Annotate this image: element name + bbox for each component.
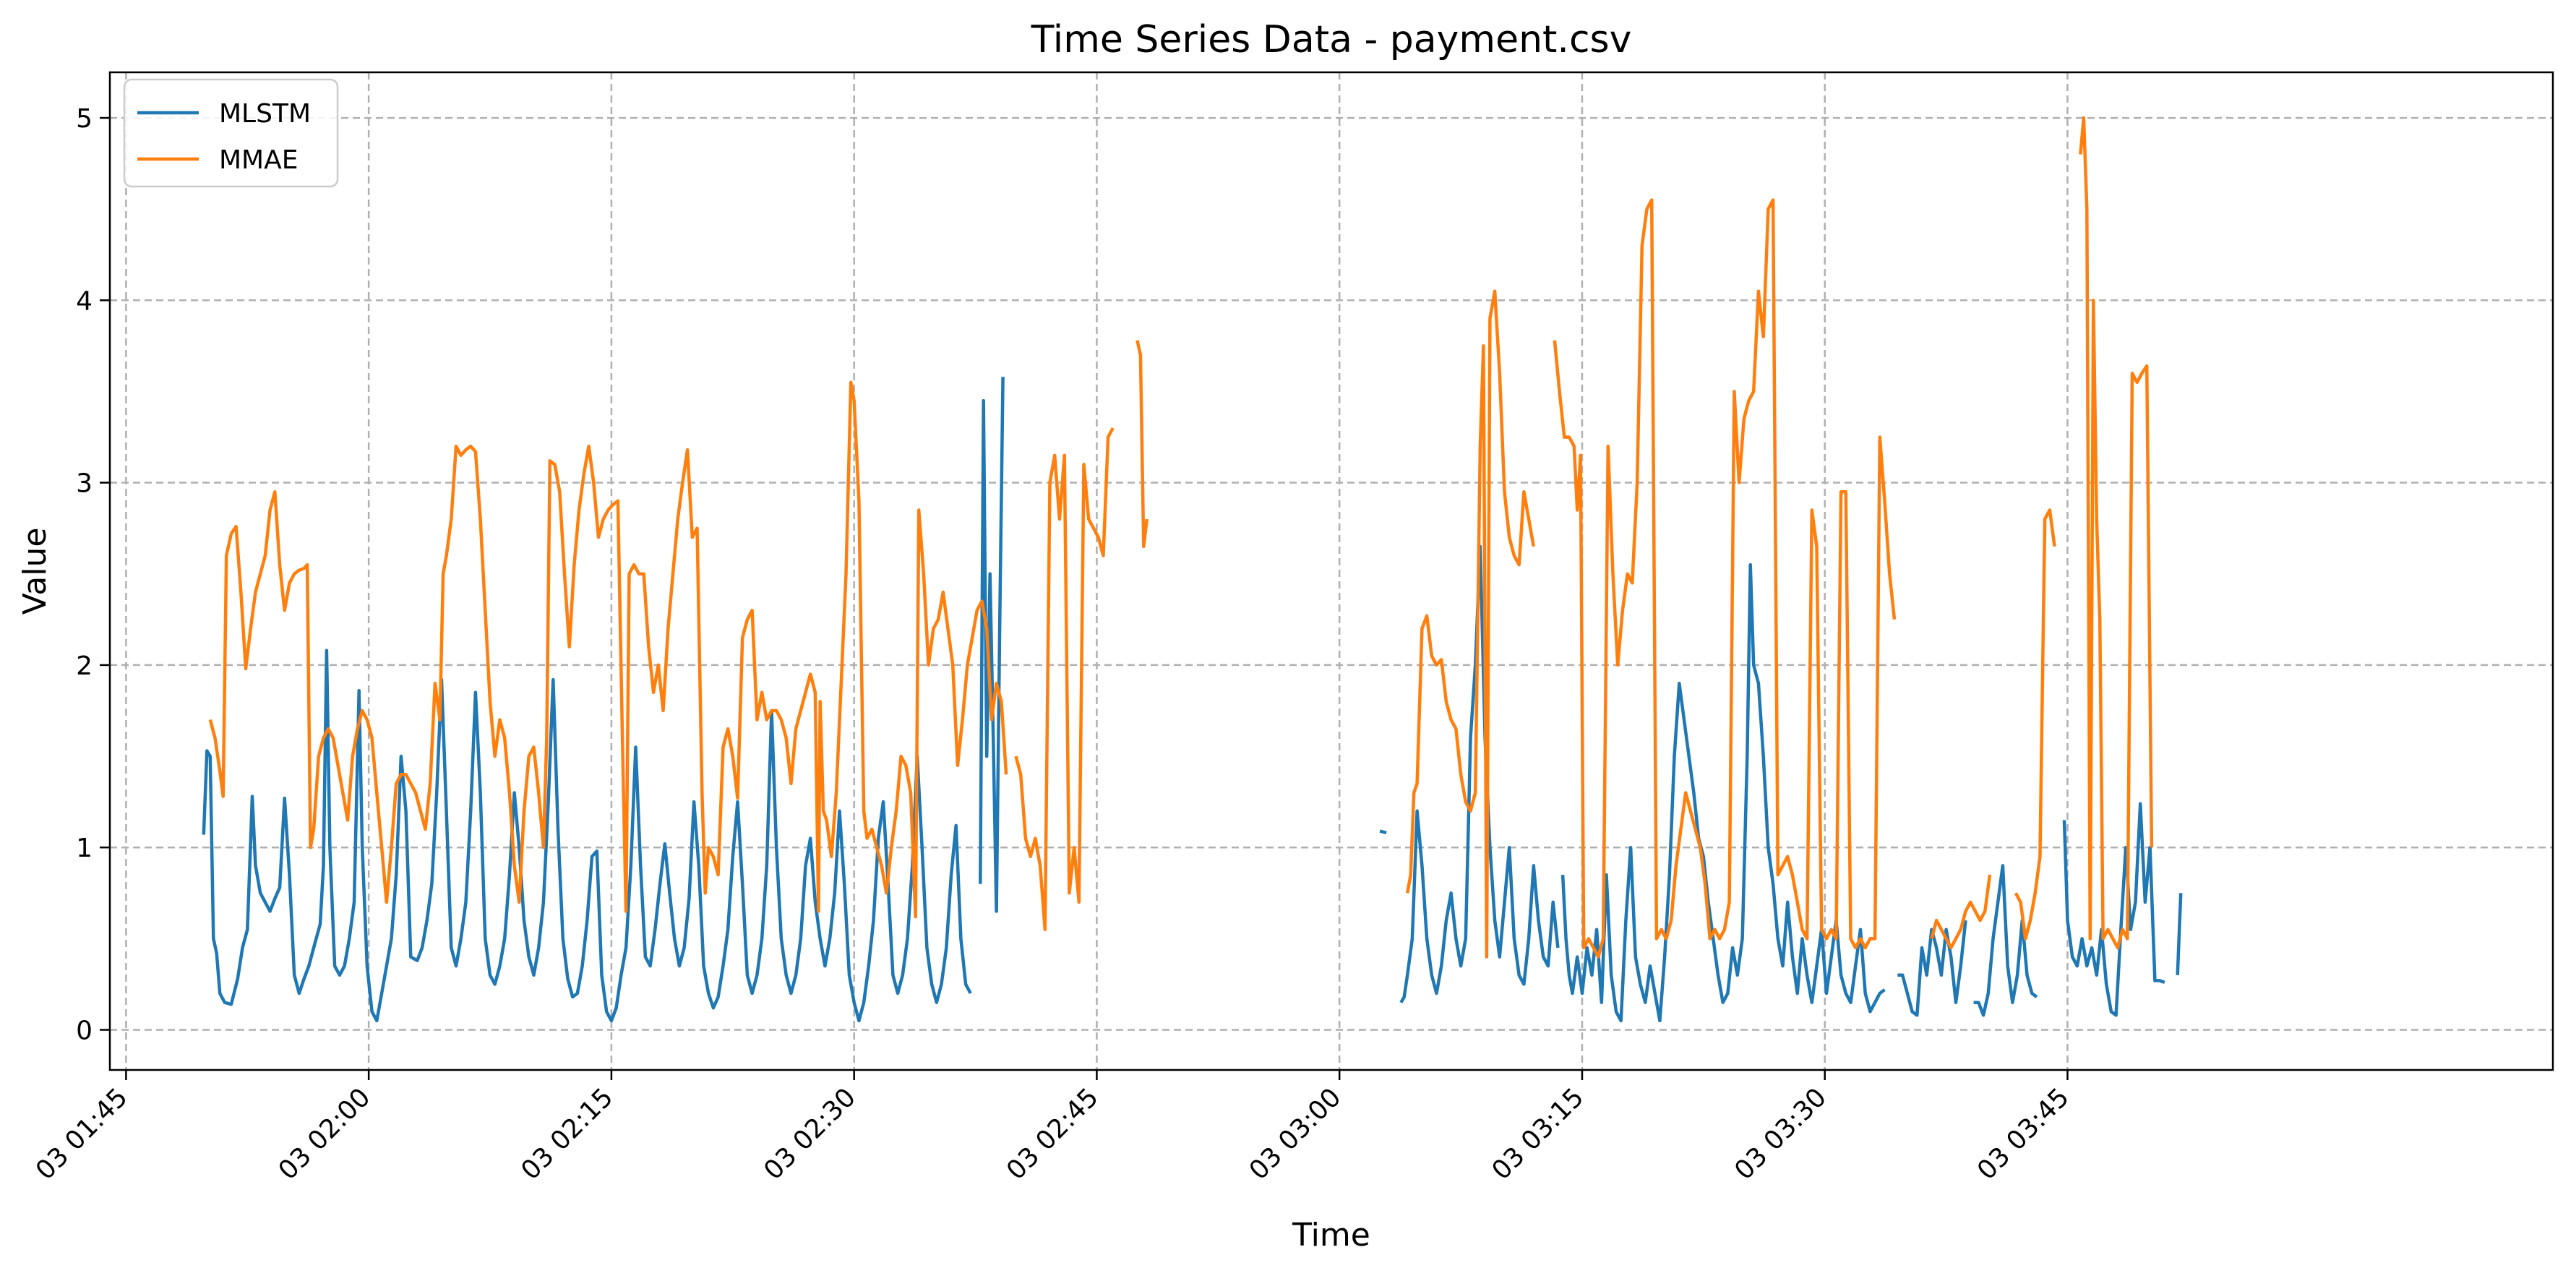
series-group: [202, 116, 2183, 1023]
plot-frame: [108, 71, 2554, 1071]
series-line-mmae: [1014, 427, 1115, 931]
series-line-mmae: [1553, 198, 1897, 959]
y-axis-ticks: 0 1 2 3 4 5: [76, 104, 110, 1045]
legend-label-mlstm: MLSTM: [219, 99, 311, 129]
series-line-mmae: [208, 380, 1008, 919]
chart-title: Time Series Data - payment.csv: [1031, 18, 1632, 61]
y-tick-label: 3: [76, 469, 93, 499]
series-line-mlstm: [1379, 829, 1387, 835]
y-tick-label: 5: [76, 104, 93, 134]
series-line-mmae: [1405, 289, 1536, 959]
series-line-mlstm: [2062, 802, 2165, 1017]
x-axis-label: Time: [1292, 1217, 1370, 1254]
y-axis-label: Value: [17, 528, 53, 615]
legend-label-mmae: MMAE: [219, 145, 299, 175]
y-tick-label: 1: [76, 834, 93, 863]
legend: MLSTM MMAE: [123, 78, 339, 188]
series-line-mlstm: [202, 648, 972, 1023]
y-tick-label: 0: [76, 1016, 93, 1045]
series-line-mmae: [2079, 116, 2154, 950]
series-line-mlstm: [979, 377, 1005, 913]
y-tick-label: 4: [76, 286, 93, 316]
series-line-mlstm: [1560, 562, 1886, 1023]
y-tick-label: 2: [76, 651, 93, 681]
series-line-mlstm: [1973, 864, 2038, 1017]
series-line-mlstm: [2176, 893, 2183, 975]
series-line-mlstm: [1897, 920, 1967, 1017]
series-line-mmae: [1135, 340, 1149, 549]
series-line-mmae: [1930, 874, 1992, 950]
series-line-mmae: [2014, 508, 2056, 941]
